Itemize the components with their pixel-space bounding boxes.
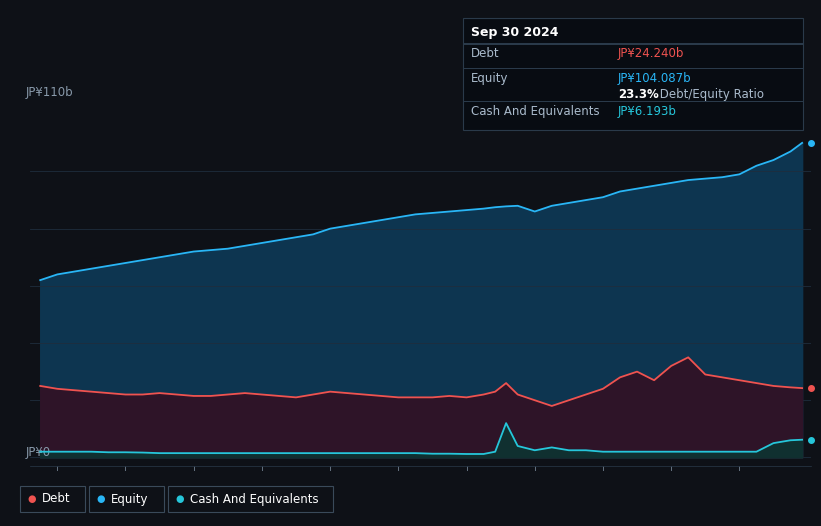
- Text: ●: ●: [28, 494, 36, 504]
- Text: JP¥104.087b: JP¥104.087b: [618, 72, 691, 85]
- Text: Debt/Equity Ratio: Debt/Equity Ratio: [656, 88, 764, 102]
- Text: JP¥6.193b: JP¥6.193b: [618, 105, 677, 118]
- Text: Debt: Debt: [42, 492, 71, 505]
- Text: JP¥110b: JP¥110b: [26, 86, 74, 99]
- Text: Equity: Equity: [471, 72, 508, 85]
- Text: Debt: Debt: [471, 47, 500, 60]
- Text: Cash And Equivalents: Cash And Equivalents: [471, 105, 599, 118]
- Text: Equity: Equity: [111, 492, 149, 505]
- Text: JP¥24.240b: JP¥24.240b: [618, 47, 685, 60]
- Text: 23.3%: 23.3%: [618, 88, 658, 102]
- Text: ●: ●: [176, 494, 184, 504]
- Text: JP¥0: JP¥0: [26, 446, 51, 459]
- Text: ●: ●: [97, 494, 105, 504]
- Text: Sep 30 2024: Sep 30 2024: [471, 26, 558, 39]
- Text: Cash And Equivalents: Cash And Equivalents: [190, 492, 319, 505]
